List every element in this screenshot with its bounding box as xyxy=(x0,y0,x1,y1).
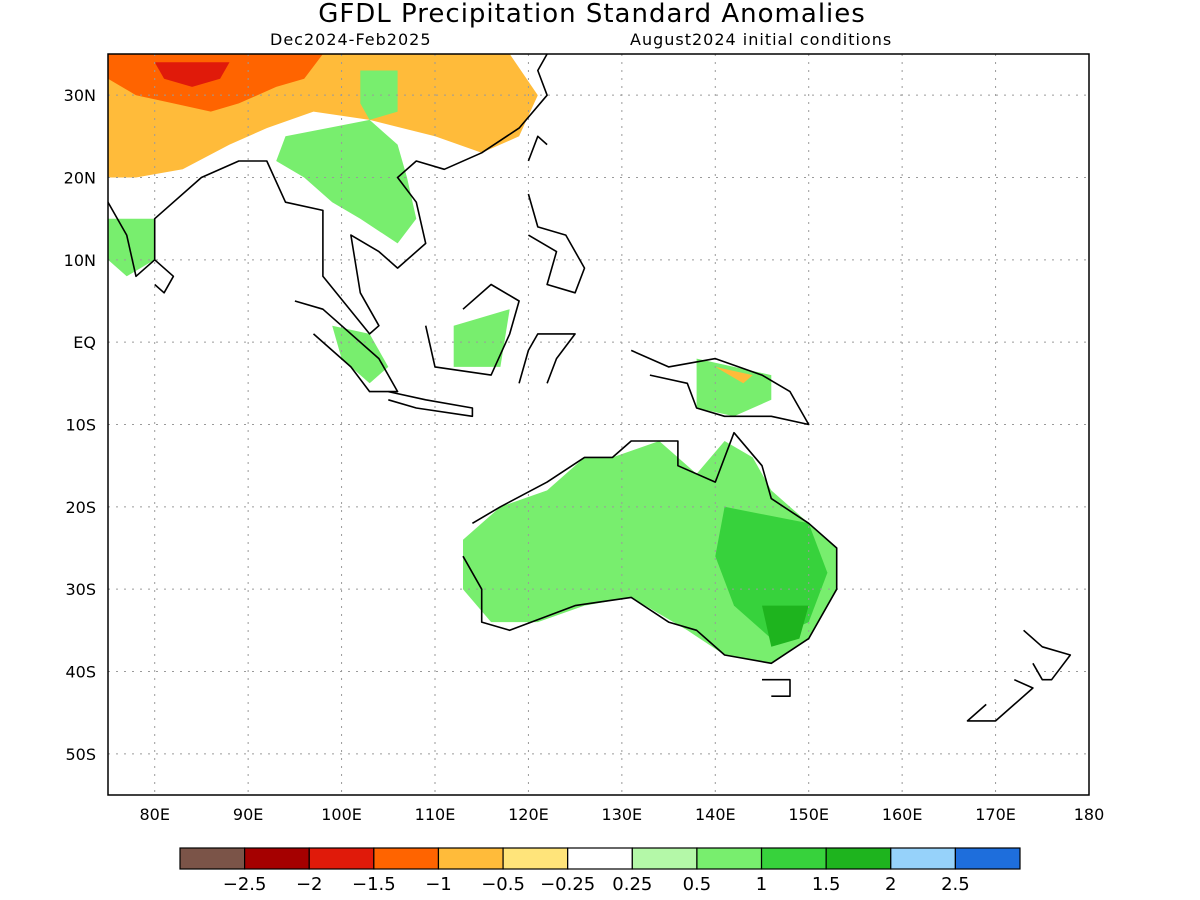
anomaly-layer xyxy=(108,54,837,664)
colorbar-label: −0.5 xyxy=(481,874,525,895)
colorbar-swatch xyxy=(631,847,698,870)
figure-title: GFDL Precipitation Standard Anomalies xyxy=(318,0,866,29)
lat-tick-label: 30N xyxy=(64,86,96,105)
lat-tick-label: 20S xyxy=(65,498,96,517)
coastline-taiwan xyxy=(527,135,548,162)
latitude-axis: 30N 20N 10N EQ 10S 20S 30S 40S 50S xyxy=(64,86,96,764)
colorbar-label: −0.25 xyxy=(540,874,595,895)
coastline-java xyxy=(388,390,474,418)
lat-tick-label: 30S xyxy=(65,580,96,599)
map-frame xyxy=(107,53,1090,796)
colorbar-swatch xyxy=(244,847,310,870)
colorbar-label: 2 xyxy=(885,874,896,895)
colorbar-swatch xyxy=(437,847,504,870)
colorbar-swatch xyxy=(308,847,375,870)
colorbar: −2.5 −2 −1.5 −1 −0.5 −0.25 0.25 0.5 1 1.5 2 2.5 xyxy=(179,847,1021,895)
anomaly-region-maritime-wet xyxy=(453,309,510,367)
season-subtitle: Dec2024-Feb2025 xyxy=(270,30,432,49)
colorbar-label: −2.5 xyxy=(223,874,267,895)
lon-tick-label: 100E xyxy=(321,805,362,824)
coastline-new-guinea xyxy=(630,349,810,426)
lon-tick-label: 160E xyxy=(882,805,923,824)
lon-tick-label: 180 xyxy=(1074,805,1105,824)
lon-tick-label: 170E xyxy=(975,805,1016,824)
initial-conditions-subtitle: August2024 initial conditions xyxy=(630,30,892,49)
colorbar-swatch xyxy=(502,847,569,870)
colorbar-label: −2 xyxy=(296,874,323,895)
lon-tick-label: 150E xyxy=(788,805,829,824)
coastline-nz-south xyxy=(966,678,1034,722)
gridlines xyxy=(108,54,1089,795)
coastline-philippines xyxy=(527,193,586,294)
lon-tick-label: 80E xyxy=(139,805,169,824)
coastline-australia xyxy=(462,431,838,665)
anomaly-region-indochina-wet xyxy=(276,119,417,244)
lat-tick-label: 50S xyxy=(65,745,96,764)
anomaly-region-china-wet xyxy=(360,70,398,120)
coastline-borneo xyxy=(424,283,520,376)
anomaly-region-se-australia-strong xyxy=(762,605,809,647)
colorbar-label: −1.5 xyxy=(352,874,396,895)
lat-tick-label: 10N xyxy=(64,251,96,270)
coastline-sumatra xyxy=(294,300,399,393)
lon-tick-label: 130E xyxy=(602,805,643,824)
anomaly-region-png-wet xyxy=(696,358,772,417)
colorbar-swatch xyxy=(696,847,763,870)
lon-tick-label: 140E xyxy=(695,805,736,824)
colorbar-label: 1.5 xyxy=(812,874,841,895)
anomaly-region-sumatra-wet xyxy=(332,325,389,384)
anomaly-region-tibet-core xyxy=(154,62,230,87)
colorbar-swatch xyxy=(890,847,956,870)
colorbar-swatch xyxy=(760,847,827,870)
colorbar-swatch xyxy=(954,847,1021,870)
longitude-axis: 80E 90E 100E 110E 120E 130E 140E 150E 160E 170E 18… xyxy=(139,805,1104,824)
lat-tick-label: 40S xyxy=(65,663,96,682)
lat-tick-label: 10S xyxy=(65,416,96,435)
coastline-tasmania xyxy=(762,678,791,698)
anomaly-region-south-india-wet xyxy=(108,218,155,277)
colorbar-swatch xyxy=(567,847,633,870)
coastline-asia-mainland xyxy=(108,54,548,335)
colorbar-label: 0.25 xyxy=(612,874,652,895)
coastline-nz-north xyxy=(1023,629,1072,681)
colorbar-swatch xyxy=(373,847,440,870)
colorbar-swatch xyxy=(179,847,246,870)
colorbar-label: 2.5 xyxy=(941,874,970,895)
colorbar-label: 1 xyxy=(756,874,767,895)
lat-tick-label: 20N xyxy=(64,169,96,188)
colorbar-label: −1 xyxy=(425,874,452,895)
lat-tick-label: EQ xyxy=(73,333,96,352)
lon-tick-label: 110E xyxy=(415,805,456,824)
coastline-sri-lanka xyxy=(154,259,175,294)
lon-tick-label: 120E xyxy=(508,805,549,824)
anomaly-region-png-dry xyxy=(715,366,753,384)
coastline-sulawesi xyxy=(518,333,576,384)
colorbar-label: 0.5 xyxy=(683,874,712,895)
lon-tick-label: 90E xyxy=(233,805,263,824)
colorbar-swatch xyxy=(825,847,892,870)
coastlines xyxy=(108,54,1072,722)
